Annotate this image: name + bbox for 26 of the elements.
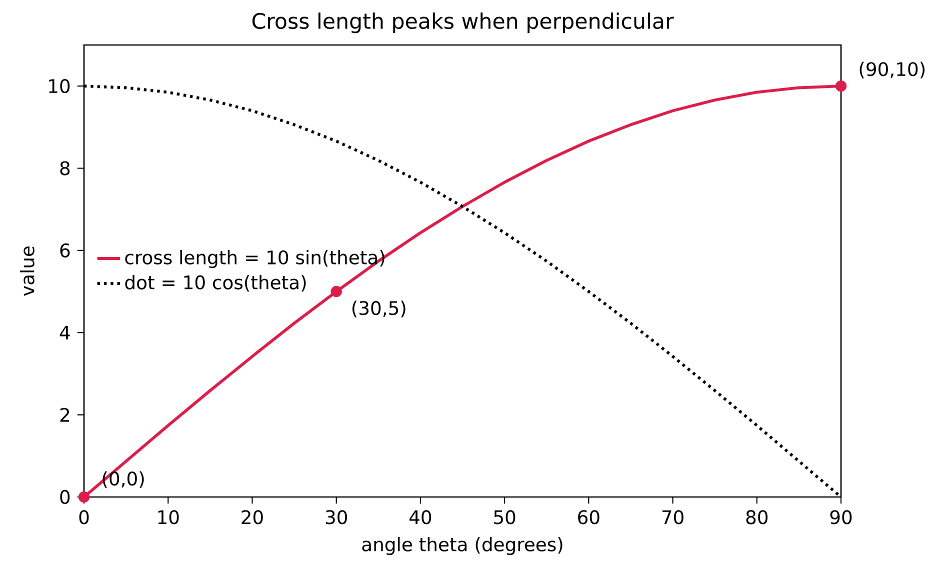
y-axis-title: value [20,246,34,296]
x-tick-label: 20 [242,510,263,524]
x-tick-label: 0 [79,510,89,524]
y-tick-label: 6 [60,243,70,258]
point [835,80,847,92]
x-tick-label: 30 [326,510,347,524]
y-tick-label: 8 [60,161,70,176]
point [330,286,342,298]
y-tick-label: 2 [60,408,69,422]
x-tick-label: 40 [409,510,432,524]
y-tick-label: 0 [60,490,70,504]
annotation: (0,0) [102,471,144,488]
x-tick-label: 60 [578,510,600,524]
x-tick-label: 90 [830,510,852,524]
x-axis-title: angle theta (degrees) [362,536,562,556]
y-tick-label: 10 [49,79,70,94]
chart-title: Cross length peaks when perpendicular [252,12,674,34]
annotation: (30,5) [352,300,406,318]
x-tick-label: 70 [662,510,684,524]
x-tick-label: 50 [494,510,516,524]
y-tick-label: 4 [60,326,70,340]
x-tick-label: 10 [158,510,179,524]
point [78,491,90,503]
legend-label: dot = 10 cos(theta) [125,274,306,292]
x-tick-label: 80 [746,510,768,524]
annotation: (90,10) [860,62,925,78]
